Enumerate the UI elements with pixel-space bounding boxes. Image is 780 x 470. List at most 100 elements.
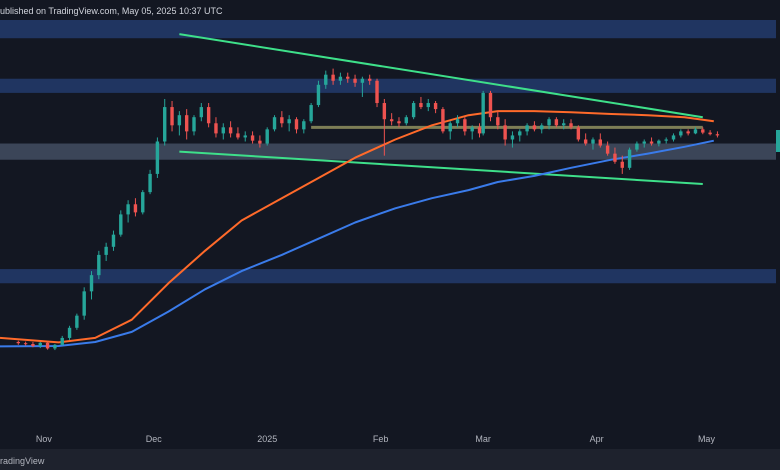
candle [97,250,101,280]
candle-body [426,103,430,108]
footer-bar [0,449,780,470]
candle-body [206,107,211,124]
candle-body [258,140,262,144]
candle [441,107,445,134]
candle [715,131,720,138]
resistance-zone-top [0,20,776,39]
candle [177,111,182,136]
lines-layer [0,33,715,348]
candle [455,115,460,128]
candle [236,127,240,140]
x-tick-label: Nov [36,434,53,444]
candle-body [470,127,474,132]
candle-body [82,291,86,316]
candle [192,115,196,136]
candle [111,230,116,251]
candle-body [642,141,646,144]
candle [324,70,328,89]
candle-body [583,139,588,144]
candle [598,133,603,148]
candle-body [496,117,500,126]
candle [382,98,387,156]
candle [693,127,698,135]
candle [470,125,474,140]
wedge-lower-trendline [179,150,703,186]
candle [389,113,394,126]
candle [119,210,123,237]
candle-body [316,84,321,106]
candle-body [605,145,610,154]
candle-body [441,109,445,132]
candle [367,74,372,85]
candle-body [163,107,167,142]
candle-body [346,76,350,79]
candle-body [60,337,64,345]
candle-body [404,117,409,124]
candle-body [554,119,559,126]
candle-body [488,92,493,118]
candle [228,121,233,138]
candle-body [170,107,174,126]
candle-body [433,103,438,110]
candle [481,90,485,136]
x-axis: Nov Dec 2025 Feb Mar Apr May [36,434,716,444]
candle-body [701,129,705,133]
candle [518,129,522,142]
candle-body [250,135,255,141]
candle-body [635,143,639,150]
candle [206,103,211,128]
candle-body [664,139,668,141]
candle-body [16,341,21,344]
candle [613,147,617,164]
tradingview-brand-text: radingView [0,456,45,466]
support-zone-mid [0,143,776,160]
candle [331,68,335,85]
candle-body [214,123,218,134]
candle [375,78,379,108]
candle [302,119,306,134]
candle [360,76,365,97]
candle [426,98,430,112]
candle-body [287,119,291,124]
candle [477,123,482,138]
candle [419,96,423,110]
candle-body [45,342,50,349]
candle [708,130,712,136]
candle-body [649,141,654,144]
candle-body [236,133,240,138]
candle-body [199,107,204,118]
candle-body [715,134,720,136]
candle-body [338,76,343,81]
candle [67,325,72,340]
candle [671,133,676,142]
candle-body [671,135,676,140]
candle [148,169,152,195]
moving-average-blue [0,139,715,348]
candle [642,139,646,148]
candle [397,117,401,128]
candle-body [561,123,566,126]
candle [404,115,409,126]
candle [243,131,247,142]
candle-body [324,74,328,85]
candle [141,190,145,215]
candle [184,109,189,140]
candle-body [309,105,313,122]
candle-body [686,131,690,134]
candle [104,242,108,261]
candle-body [177,115,182,126]
candle [649,137,654,146]
candle [448,121,452,140]
candle [510,131,515,148]
candle-body [89,275,94,292]
candle [82,287,86,320]
candle-body [148,173,152,193]
candle [163,98,167,146]
zones-layer [0,20,776,284]
candle-body [126,204,130,215]
candle [265,127,269,146]
candle-body [382,103,387,120]
wedge-upper-trendline [179,33,703,119]
